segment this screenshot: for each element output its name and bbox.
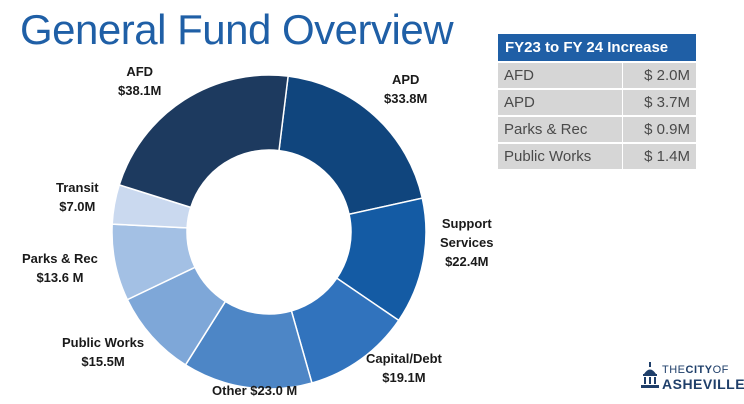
- table-row: Public Works $ 1.4M: [498, 142, 696, 169]
- increase-table: FY23 to FY 24 Increase AFD $ 2.0M APD $ …: [498, 34, 696, 169]
- label-capital-name: Capital/Debt: [366, 351, 442, 366]
- amount-cell: $ 0.9M: [622, 115, 696, 143]
- label-afd: AFD $38.1M: [118, 62, 161, 100]
- amount-cell: $ 1.4M: [622, 142, 696, 169]
- label-afd-amount: $38.1M: [118, 83, 162, 98]
- city-hall-icon: [641, 362, 659, 388]
- label-public-works-amount: $15.5M: [81, 354, 125, 369]
- label-capital-amount: $19.1M: [382, 370, 426, 385]
- label-transit: Transit $7.0M: [56, 178, 99, 216]
- label-transit-name: Transit: [56, 180, 99, 195]
- table-row: Parks & Rec $ 0.9M: [498, 115, 696, 143]
- label-apd: APD $33.8M: [384, 70, 427, 108]
- amount-cell: $ 3.7M: [622, 88, 696, 116]
- amount-cell: $ 2.0M: [622, 61, 696, 89]
- slice-apd: [278, 75, 424, 216]
- label-support-name-2: Services: [440, 235, 494, 250]
- slice-afd: [118, 74, 289, 209]
- label-other-text: Other $23.0 M: [212, 383, 298, 398]
- dept-cell: APD: [498, 88, 623, 116]
- label-afd-name: AFD: [126, 64, 154, 79]
- label-support-services: Support Services $22.4M: [440, 214, 494, 271]
- logo-of: OF: [712, 364, 729, 376]
- logo-the: THE: [662, 364, 686, 376]
- label-apd-amount: $33.8M: [384, 91, 428, 106]
- page-title: General Fund Overview: [20, 6, 454, 53]
- dept-cell: Parks & Rec: [498, 115, 623, 143]
- label-parks-amount: $13.6 M: [36, 270, 84, 285]
- city-logo: THECITYOF ASHEVILLE: [640, 362, 744, 393]
- dept-cell: Public Works: [498, 142, 623, 169]
- logo-asheville: ASHEVILLE: [662, 376, 744, 392]
- dept-cell: AFD: [498, 61, 623, 89]
- label-transit-amount: $7.0M: [59, 199, 96, 214]
- label-capital-debt: Capital/Debt $19.1M: [366, 349, 442, 387]
- label-other: Other $23.0 M: [212, 381, 297, 400]
- logo-wordmark: THECITYOF ASHEVILLE: [662, 362, 744, 391]
- label-public-works-name: Public Works: [62, 335, 145, 350]
- increase-table-header: FY23 to FY 24 Increase: [498, 34, 696, 62]
- label-support-amount: $22.4M: [445, 254, 489, 269]
- label-public-works: Public Works $15.5M: [62, 333, 144, 371]
- label-parks-rec: Parks & Rec $13.6 M: [22, 249, 98, 287]
- table-row: AFD $ 2.0M: [498, 61, 696, 89]
- label-support-name-1: Support: [441, 216, 492, 231]
- table-row: APD $ 3.7M: [498, 88, 696, 116]
- label-apd-name: APD: [391, 72, 420, 87]
- logo-city: CITY: [685, 364, 713, 376]
- label-parks-name: Parks & Rec: [22, 251, 98, 266]
